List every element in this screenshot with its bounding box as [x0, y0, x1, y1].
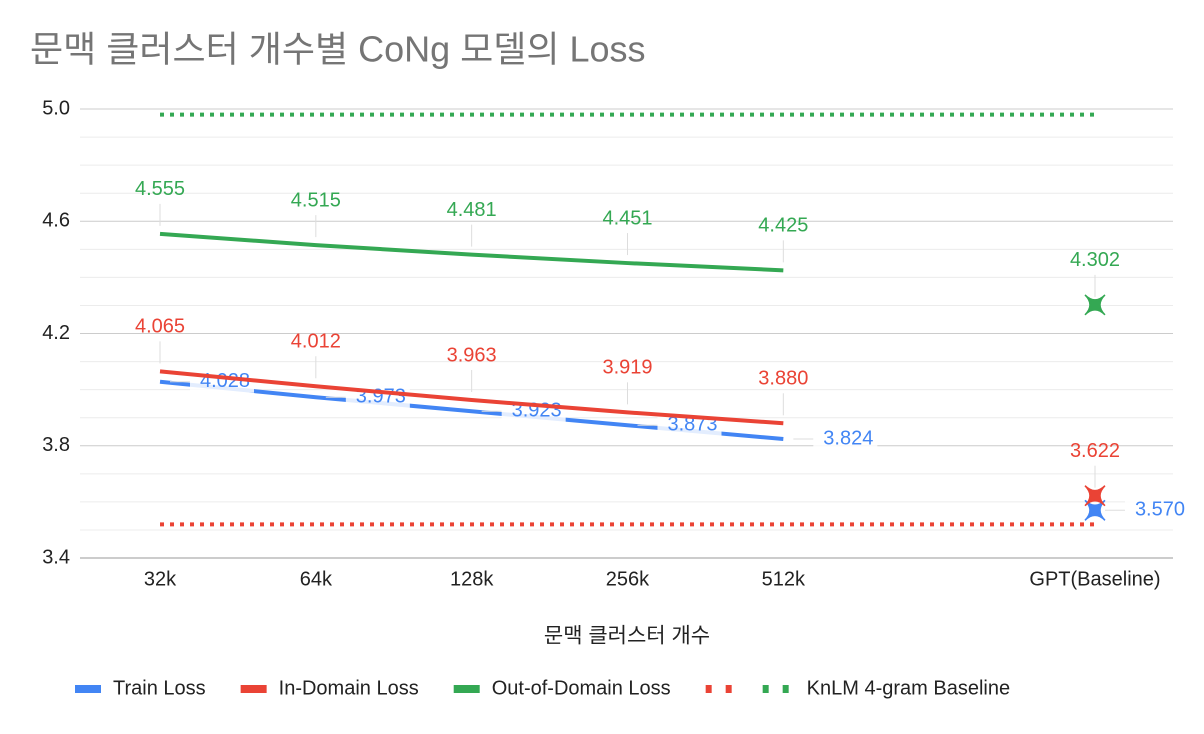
y-tick-label: 3.4 — [42, 546, 70, 568]
legend-label: Train Loss — [113, 677, 206, 699]
data-label: 3.622 — [1070, 440, 1120, 462]
legend-label: KnLM 4-gram Baseline — [807, 677, 1010, 699]
x-tick-label: 128k — [450, 568, 494, 590]
data-label: 3.570 — [1135, 499, 1185, 521]
series-line — [159, 231, 784, 273]
y-tick-label: 4.6 — [42, 210, 70, 232]
data-label: 4.451 — [602, 207, 652, 229]
legend-swatch — [75, 685, 101, 693]
label-background — [1124, 499, 1189, 522]
x-tick-label: 512k — [762, 568, 806, 590]
data-label: 4.425 — [758, 215, 808, 237]
x-tick-label: 64k — [300, 568, 333, 590]
y-tick-label: 4.2 — [42, 322, 70, 344]
legend-label: Out-of-Domain Loss — [492, 677, 671, 699]
data-label: 4.065 — [135, 316, 185, 338]
legend-swatch — [453, 685, 480, 693]
y-tick-label: 3.8 — [42, 434, 70, 456]
point-marker — [1084, 294, 1106, 316]
x-tick-label: GPT(Baseline) — [1029, 568, 1160, 590]
x-axis-label: 문맥 클러스터 개수 — [544, 625, 710, 648]
series-line — [159, 369, 784, 426]
data-label: 4.012 — [291, 331, 341, 353]
label-background — [813, 428, 878, 451]
data-label: 4.302 — [1070, 249, 1120, 271]
data-label: 4.481 — [447, 199, 497, 221]
data-label: 4.515 — [291, 189, 341, 211]
x-tick-label: 32k — [144, 568, 177, 590]
data-label: 3.824 — [823, 427, 873, 449]
data-label: 4.555 — [135, 178, 185, 200]
legend-swatch — [240, 685, 267, 693]
data-label: 3.919 — [602, 357, 652, 379]
y-tick-label: 5.0 — [42, 97, 70, 119]
x-tick-label: 256k — [606, 568, 650, 590]
point-marker — [1084, 485, 1106, 507]
data-label: 3.963 — [447, 344, 497, 366]
legend-label: In-Domain Loss — [279, 677, 419, 699]
chart-title: 문맥 클러스터 개수별 CoNg 모델의 Loss — [30, 29, 646, 70]
data-label: 3.880 — [758, 368, 808, 390]
